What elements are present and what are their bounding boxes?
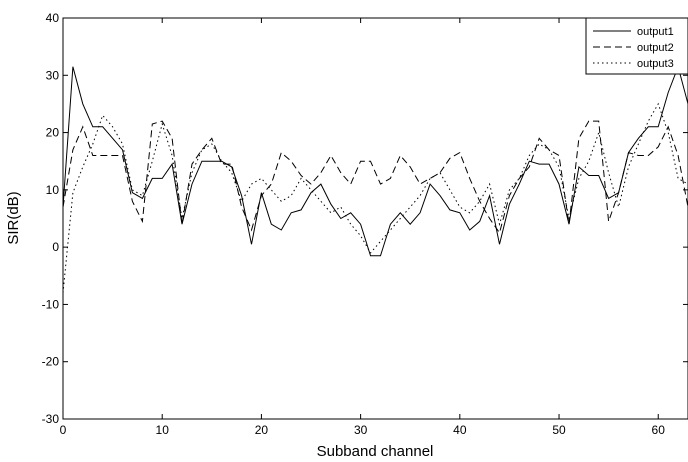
y-tick-label: 0 <box>52 240 59 254</box>
x-tick-label: 60 <box>652 423 666 437</box>
y-tick-label: 10 <box>46 183 60 197</box>
y-tick-label: -20 <box>42 355 60 369</box>
legend-box <box>585 17 688 75</box>
x-tick-label: 10 <box>156 423 170 437</box>
x-tick-label: 30 <box>354 423 368 437</box>
legend: output1 output2 output3 <box>585 17 688 75</box>
x-tick-label: 20 <box>255 423 269 437</box>
x-tick-label: 0 <box>60 423 67 437</box>
x-axis-label: Subband channel <box>317 443 434 460</box>
y-tick-label: 40 <box>46 11 60 25</box>
series-line-output1 <box>62 65 688 257</box>
plot-area <box>62 17 688 420</box>
y-axis-label: SIR(dB) <box>5 191 22 244</box>
y-tick-label: -30 <box>42 412 60 426</box>
series-layer <box>62 65 688 294</box>
legend-label-output2: output2 <box>637 42 674 54</box>
y-tick-label: 20 <box>46 126 60 140</box>
y-tick-label: -10 <box>42 297 60 311</box>
legend-label-output1: output1 <box>637 26 674 38</box>
legend-label-output3: output3 <box>637 58 674 70</box>
x-tick-label: 40 <box>453 423 467 437</box>
axis-ticks: 0 10 20 30 40 50 60 -30 -20 -10 0 10 20 30 40 <box>42 11 688 437</box>
x-tick-label: 50 <box>552 423 566 437</box>
y-tick-label: 30 <box>46 68 60 82</box>
series-line-output2 <box>62 120 688 234</box>
